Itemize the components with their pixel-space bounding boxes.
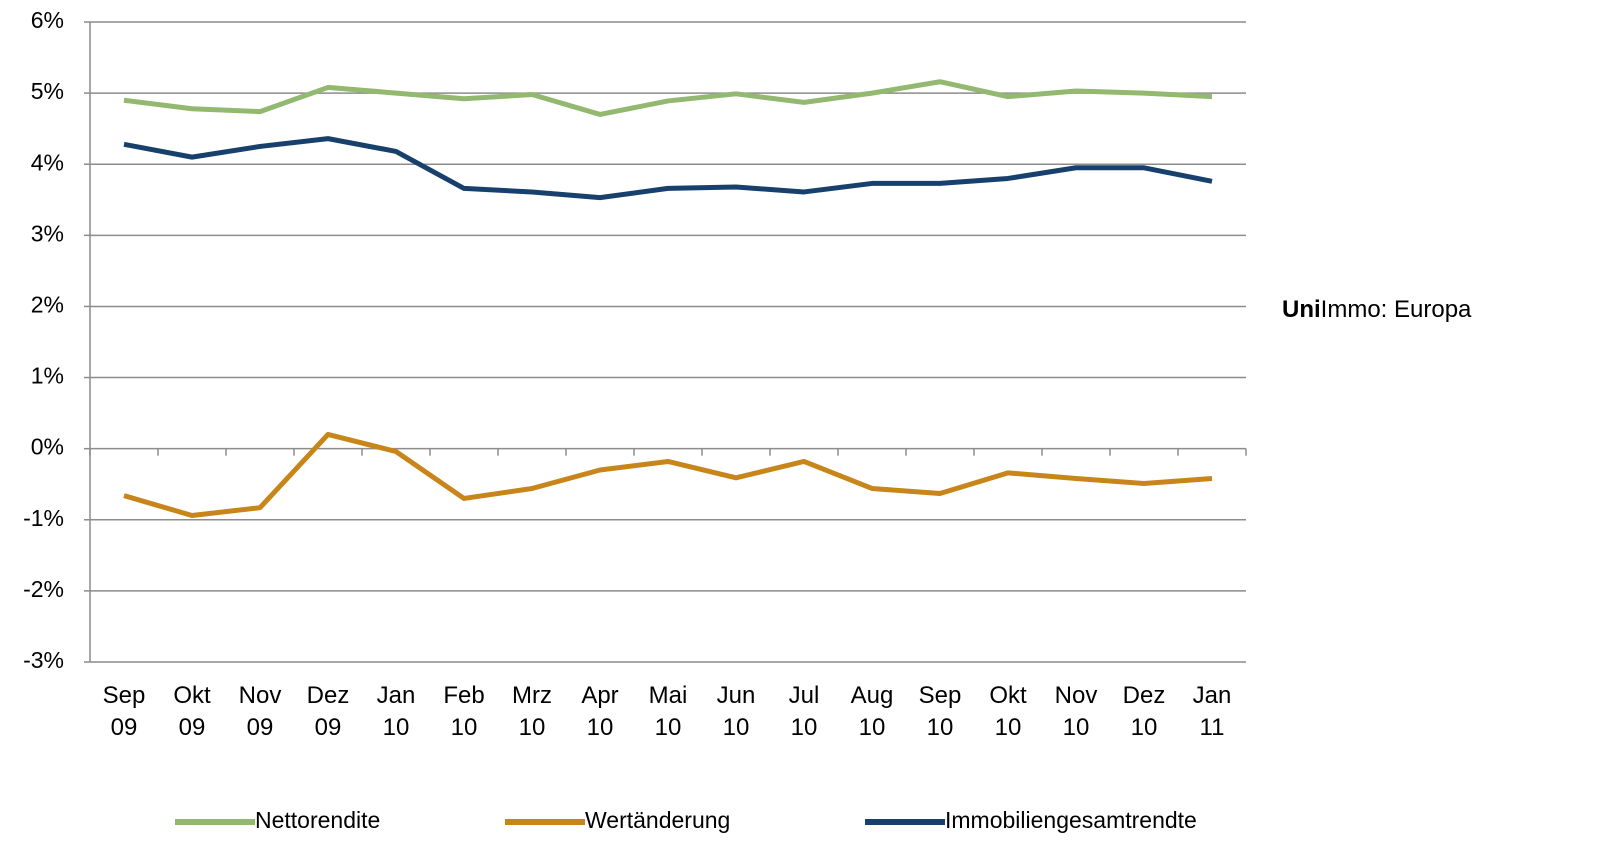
legend-label: Immobiliengesamtrendte [945, 807, 1197, 833]
annotation-bold: Uni [1282, 296, 1321, 323]
series-line [123, 431, 1213, 519]
x-tick-label: Mrz 10 [512, 682, 552, 741]
x-tick-label: Jul 10 [788, 682, 820, 741]
x-tick-label: Jan 11 [1192, 682, 1232, 741]
x-tick-label: Aug 10 [850, 682, 894, 741]
y-tick-label: -1% [23, 505, 64, 531]
x-tick-label: Okt 10 [989, 682, 1027, 741]
y-tick-label: 0% [31, 434, 64, 460]
x-tick-label: Sep 10 [918, 682, 962, 741]
x-tick-label: Dez 09 [306, 682, 350, 741]
y-tick-label: -2% [23, 576, 64, 602]
y-tick-label: -3% [23, 647, 64, 673]
x-tick-label: Nov 09 [238, 682, 282, 741]
x-tick-label: Nov 10 [1054, 682, 1098, 741]
y-tick-label: 5% [31, 78, 64, 104]
y-tick-label: 2% [31, 292, 64, 318]
y-tick-label: 3% [31, 220, 64, 246]
x-tick-label: Apr 10 [581, 682, 619, 741]
y-tick-label: 1% [31, 363, 64, 389]
x-tick-label: Jan 10 [376, 682, 416, 741]
x-tick-label: Sep 09 [102, 682, 146, 741]
legend-label: Nettorendite [255, 807, 380, 833]
annotation-text: Immo: Europa [1320, 296, 1472, 323]
x-tick-label: Mai 10 [648, 682, 688, 741]
x-tick-label: Feb 10 [443, 682, 485, 741]
legend-label: Wertänderung [585, 807, 730, 833]
y-tick-label: 4% [31, 149, 64, 175]
y-tick-label: 6% [31, 7, 64, 33]
x-tick-label: Jun 10 [716, 682, 756, 741]
x-tick-label: Okt 09 [173, 682, 211, 741]
series-line [123, 136, 1213, 201]
annotation: UniImmo: Europa [1282, 296, 1471, 324]
x-tick-label: Dez 10 [1122, 682, 1166, 741]
series-line [123, 79, 1213, 117]
